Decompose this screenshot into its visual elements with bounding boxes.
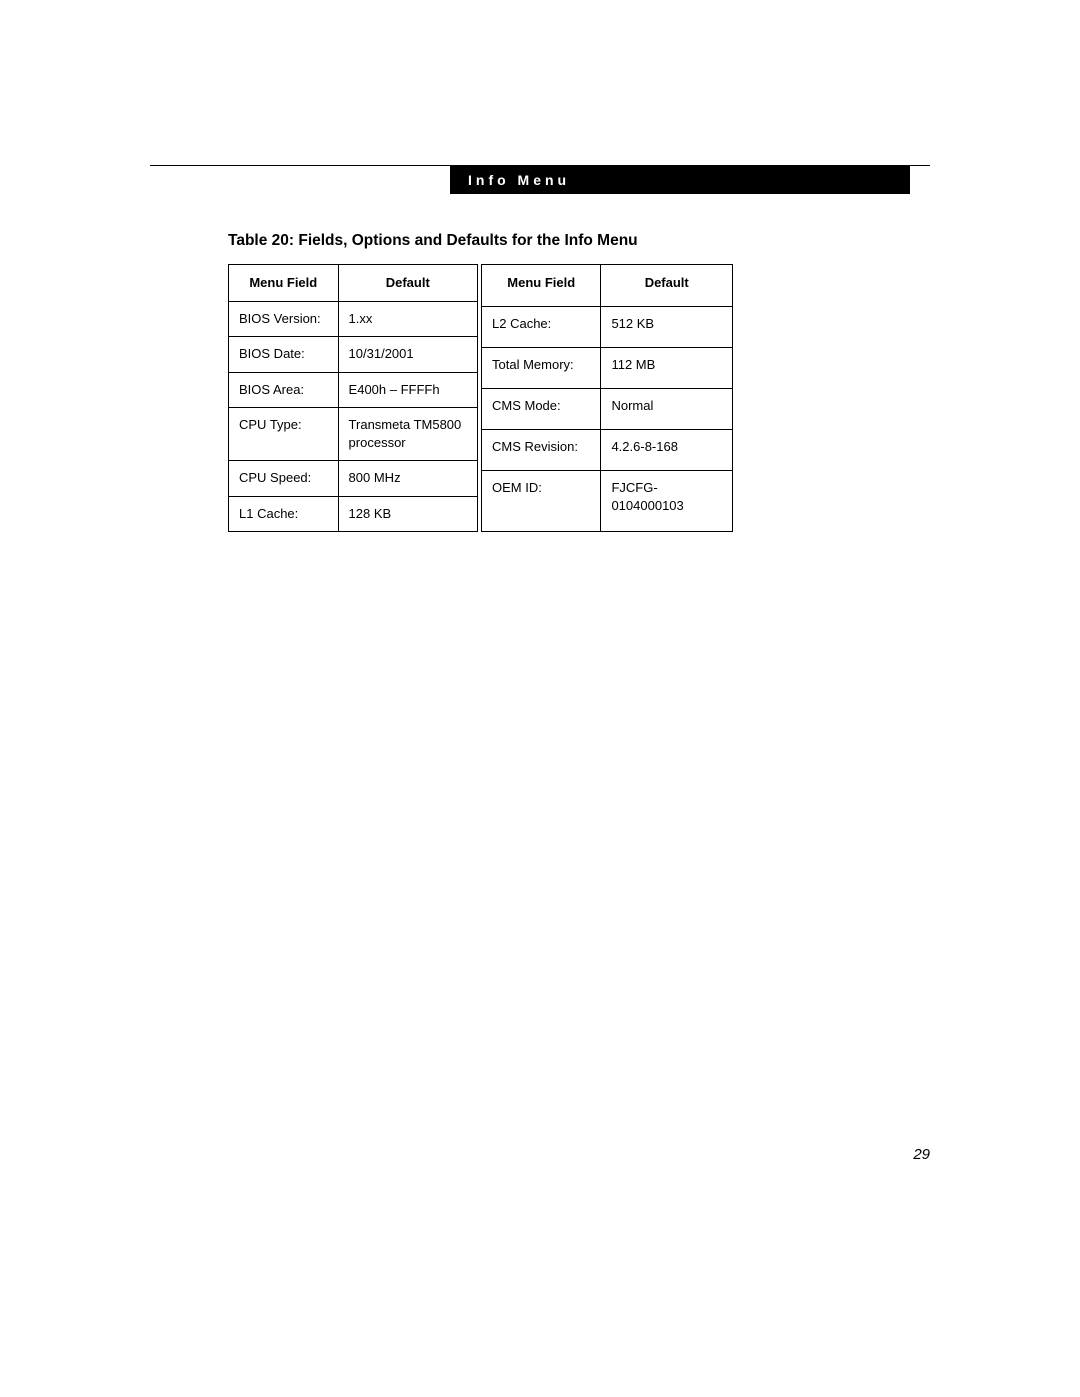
col-default: Default	[338, 265, 477, 302]
table-row: CPU Type: Transmeta TM5800 processor	[229, 408, 478, 461]
table-header-row: Menu Field Default	[482, 265, 733, 307]
cell-field: BIOS Date:	[229, 337, 339, 373]
cell-value: 1.xx	[338, 301, 477, 337]
table-row: BIOS Area: E400h – FFFFh	[229, 372, 478, 408]
col-menu-field: Menu Field	[229, 265, 339, 302]
cell-value: 800 MHz	[338, 461, 477, 497]
table-row: L2 Cache: 512 KB	[482, 307, 733, 348]
table-row: L1 Cache: 128 KB	[229, 496, 478, 532]
table-row: CPU Speed: 800 MHz	[229, 461, 478, 497]
cell-field: CMS Revision:	[482, 430, 601, 471]
table-row: OEM ID: FJCFG-0104000103	[482, 471, 733, 532]
page-number: 29	[913, 1146, 930, 1163]
cell-field: BIOS Area:	[229, 372, 339, 408]
cell-field: L2 Cache:	[482, 307, 601, 348]
col-default: Default	[601, 265, 733, 307]
cell-field: CPU Speed:	[229, 461, 339, 497]
table-caption: Table 20: Fields, Options and Defaults f…	[228, 232, 930, 250]
cell-value: 10/31/2001	[338, 337, 477, 373]
cell-value: Transmeta TM5800 processor	[338, 408, 477, 461]
cell-field: BIOS Version:	[229, 301, 339, 337]
table-row: BIOS Date: 10/31/2001	[229, 337, 478, 373]
cell-value: 4.2.6-8-168	[601, 430, 733, 471]
cell-value: E400h – FFFFh	[338, 372, 477, 408]
cell-field: OEM ID:	[482, 471, 601, 532]
cell-field: Total Memory:	[482, 348, 601, 389]
col-menu-field: Menu Field	[482, 265, 601, 307]
cell-value: Normal	[601, 389, 733, 430]
page-content: Info Menu Table 20: Fields, Options and …	[150, 165, 930, 532]
section-header: Info Menu	[450, 166, 910, 194]
table-row: CMS Mode: Normal	[482, 389, 733, 430]
table-wrap: Menu Field Default BIOS Version: 1.xx BI…	[228, 264, 930, 532]
cell-value: FJCFG-0104000103	[601, 471, 733, 532]
info-table-left: Menu Field Default BIOS Version: 1.xx BI…	[228, 264, 478, 532]
table-header-row: Menu Field Default	[229, 265, 478, 302]
cell-value: 512 KB	[601, 307, 733, 348]
cell-field: L1 Cache:	[229, 496, 339, 532]
table-row: Total Memory: 112 MB	[482, 348, 733, 389]
table-row: BIOS Version: 1.xx	[229, 301, 478, 337]
cell-field: CMS Mode:	[482, 389, 601, 430]
cell-value: 112 MB	[601, 348, 733, 389]
info-table-right: Menu Field Default L2 Cache: 512 KB Tota…	[481, 264, 733, 532]
cell-value: 128 KB	[338, 496, 477, 532]
cell-field: CPU Type:	[229, 408, 339, 461]
table-row: CMS Revision: 4.2.6-8-168	[482, 430, 733, 471]
